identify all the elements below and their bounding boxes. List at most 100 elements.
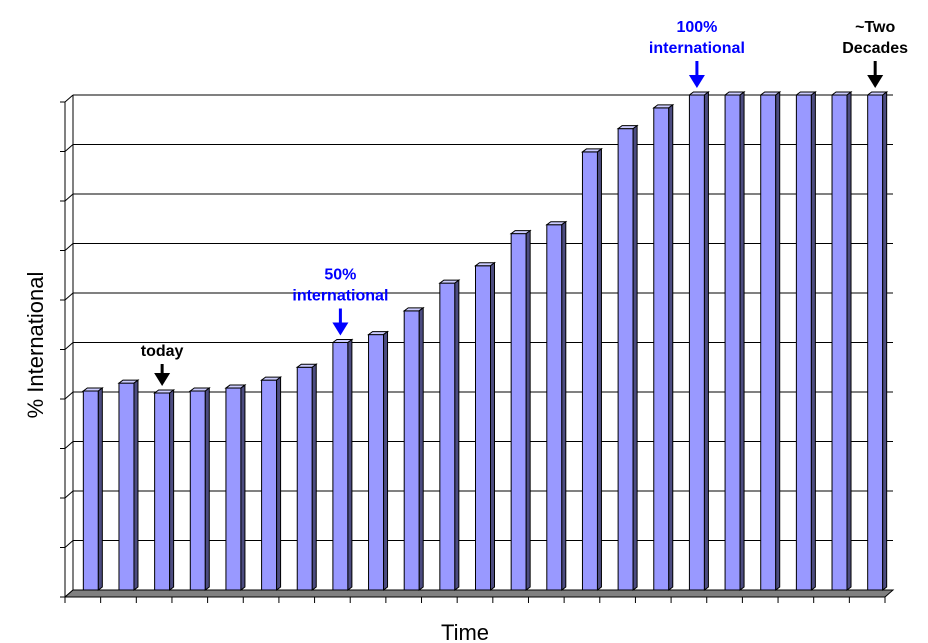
bar-side xyxy=(97,387,103,591)
annotation-text: ~Two xyxy=(855,19,895,36)
bar-front xyxy=(296,366,313,591)
bar-side xyxy=(561,220,567,591)
bar xyxy=(616,124,639,591)
annotation-text: international xyxy=(649,40,745,57)
side-wall-line xyxy=(64,292,74,301)
bar-side xyxy=(703,91,709,591)
annotation-text: 100% xyxy=(676,19,717,36)
bar xyxy=(260,376,283,591)
axes xyxy=(60,95,886,603)
bar-front xyxy=(189,390,206,591)
side-wall-line xyxy=(64,540,74,548)
bar-front xyxy=(795,94,812,591)
bar xyxy=(652,103,675,591)
bar-side xyxy=(632,124,638,591)
bar xyxy=(545,220,568,591)
bar xyxy=(438,279,461,591)
bar-front xyxy=(653,107,670,591)
bar-side xyxy=(311,363,317,591)
side-wall-line xyxy=(64,490,74,499)
annotation: today xyxy=(141,343,184,386)
bar-front xyxy=(368,334,385,591)
bar-side xyxy=(596,147,602,591)
annotation-text: 50% xyxy=(324,267,356,284)
bar-front xyxy=(154,392,171,591)
arrow-head xyxy=(332,322,349,336)
annotation: ~Two Decades xyxy=(842,19,908,88)
arrow-head xyxy=(688,75,705,88)
bar-side xyxy=(240,384,246,591)
bar xyxy=(580,147,603,591)
bar-front xyxy=(760,94,777,591)
bar xyxy=(331,338,354,591)
bar-side xyxy=(775,91,781,591)
bar-front xyxy=(724,94,741,591)
arrow-head xyxy=(154,372,171,386)
bar-side xyxy=(169,388,175,591)
arrow-head xyxy=(867,75,884,88)
bar xyxy=(367,330,390,591)
bar-side xyxy=(383,330,389,591)
bar xyxy=(474,261,496,591)
bar-front xyxy=(688,94,705,591)
side-wall-line xyxy=(64,441,74,449)
bar-front xyxy=(581,151,598,591)
bar xyxy=(295,363,318,591)
bar-front xyxy=(831,94,848,591)
bar-front xyxy=(118,382,135,591)
bar-front xyxy=(261,379,278,591)
bar-front xyxy=(439,282,456,591)
bar-front xyxy=(332,342,349,591)
annotation-text: Decades xyxy=(842,40,908,57)
bar xyxy=(402,306,425,591)
bar-side xyxy=(133,379,139,591)
bar xyxy=(81,387,104,591)
bar xyxy=(759,91,782,591)
bar-side xyxy=(882,91,888,591)
bar xyxy=(224,384,247,591)
annotation: 50% international xyxy=(292,267,388,336)
bar xyxy=(687,91,710,591)
floor-panel xyxy=(63,589,895,598)
bar-side xyxy=(418,306,424,591)
chart-floor xyxy=(63,589,895,598)
annotations: today 50% international 100% international ~T… xyxy=(141,19,908,386)
bar-side xyxy=(347,338,353,591)
annotation: 100% international xyxy=(649,19,745,88)
bar xyxy=(794,91,817,591)
bar-side xyxy=(668,103,674,591)
bar xyxy=(188,387,211,591)
annotation-text: today xyxy=(141,343,184,360)
y-axis-label: % International xyxy=(23,272,48,419)
bar-side xyxy=(490,261,495,591)
bar-front xyxy=(403,310,420,591)
bar xyxy=(117,379,140,591)
bar-front xyxy=(82,390,99,591)
bar-front xyxy=(867,94,884,591)
side-wall-line xyxy=(64,342,74,350)
side-wall-line xyxy=(64,193,74,202)
bar-side xyxy=(276,376,282,591)
x-axis-label: Time xyxy=(441,620,489,643)
bar-front xyxy=(225,387,242,591)
bar-front xyxy=(475,265,491,591)
side-wall-line xyxy=(64,144,74,152)
bar xyxy=(153,388,176,591)
bar-side xyxy=(525,229,531,591)
bar-front xyxy=(546,224,563,591)
bar-side xyxy=(204,387,210,591)
bar xyxy=(509,229,532,591)
bar xyxy=(830,91,853,591)
bar-front xyxy=(510,233,527,591)
side-wall-line xyxy=(64,391,74,400)
bar-front xyxy=(617,128,634,591)
bar-side xyxy=(454,279,460,591)
bar-side xyxy=(810,91,816,591)
bar xyxy=(723,91,746,591)
side-wall-line xyxy=(64,94,74,103)
side-wall-line xyxy=(64,243,74,251)
bar xyxy=(866,91,889,591)
bars xyxy=(81,91,889,591)
bar-side xyxy=(846,91,852,591)
